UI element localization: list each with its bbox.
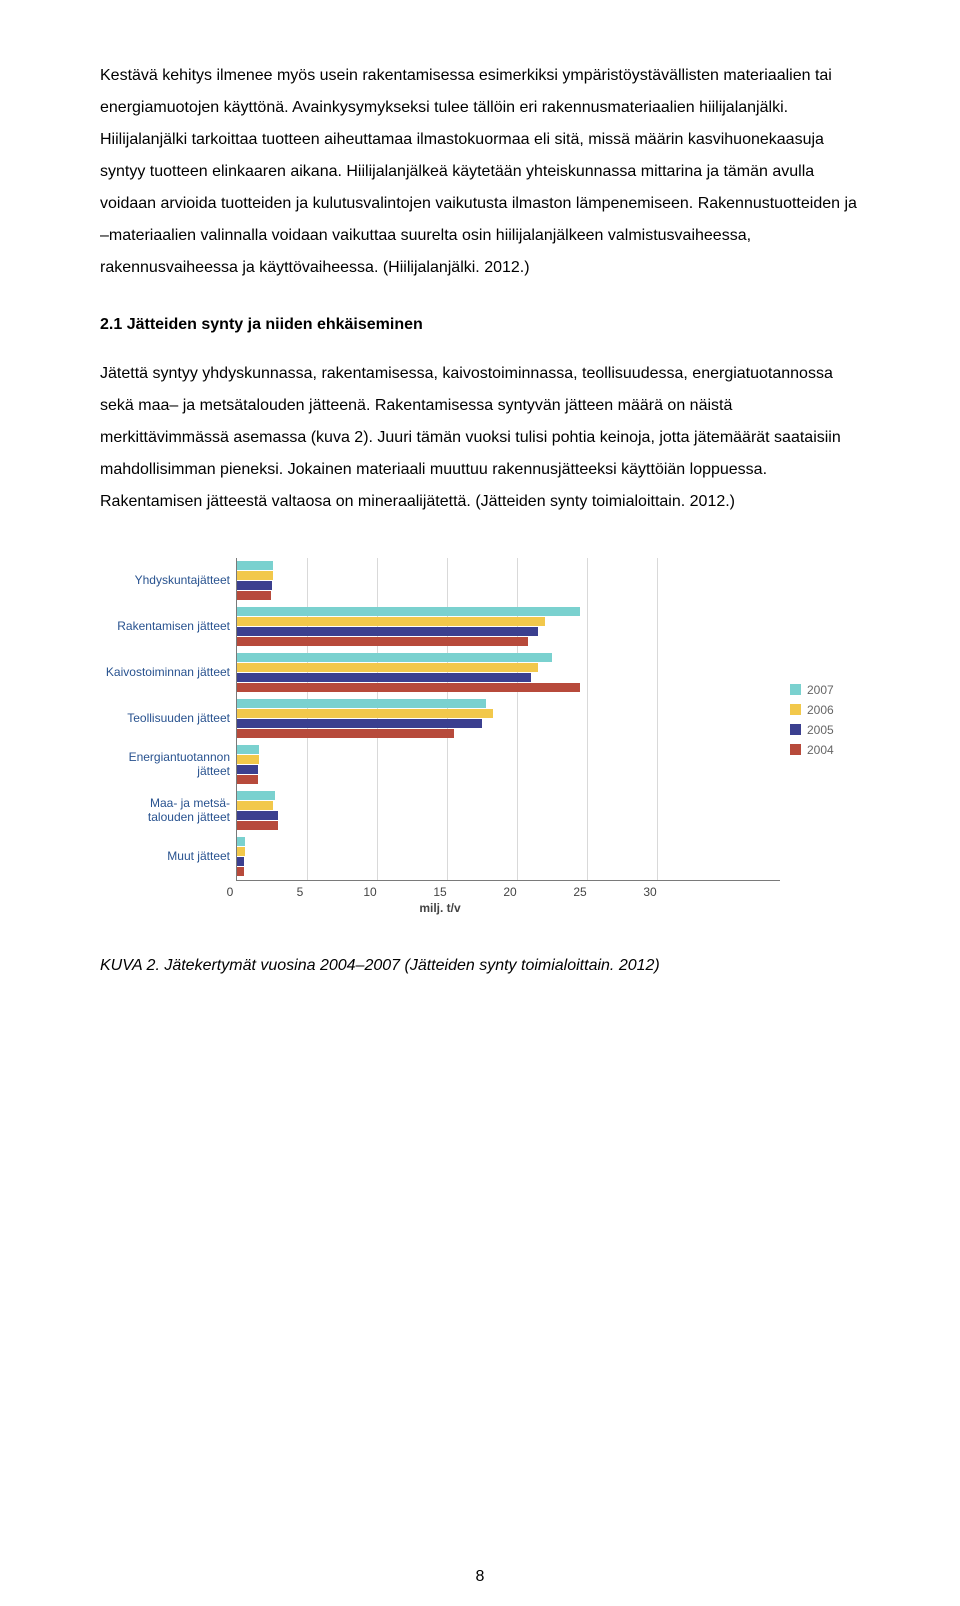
bar — [237, 673, 531, 682]
legend-item: 2006 — [790, 703, 860, 717]
bar-group — [237, 650, 780, 696]
bar — [237, 811, 278, 820]
bar — [237, 627, 538, 636]
bar-group — [237, 742, 780, 788]
legend-item: 2007 — [790, 683, 860, 697]
bar-group — [237, 696, 780, 742]
chart-body: YhdyskuntajätteetRakentamisen jätteetKai… — [100, 558, 860, 881]
caption-prefix: KUVA 2. — [100, 957, 160, 974]
bar — [237, 719, 482, 728]
bar-group — [237, 834, 780, 880]
bar — [237, 561, 273, 570]
y-category-label: Teollisuuden jätteet — [100, 696, 230, 742]
x-tick-label: 0 — [227, 885, 234, 899]
legend-item: 2005 — [790, 723, 860, 737]
bar — [237, 847, 245, 856]
y-category-label: Yhdyskuntajätteet — [100, 558, 230, 604]
legend-item: 2004 — [790, 743, 860, 757]
bar — [237, 617, 545, 626]
legend-label: 2007 — [807, 683, 834, 697]
y-category-label: Kaivostoiminnan jätteet — [100, 650, 230, 696]
caption-text: Jätekertymät vuosina 2004–2007 (Jätteide… — [160, 957, 660, 974]
legend-label: 2005 — [807, 723, 834, 737]
bar — [237, 653, 552, 662]
bar — [237, 745, 259, 754]
y-category-label: Maa- ja metsä-talouden jätteet — [100, 788, 230, 834]
chart-bar-groups — [237, 558, 780, 880]
bar — [237, 607, 580, 616]
x-tick-label: 30 — [643, 885, 656, 899]
bar-group — [237, 604, 780, 650]
bar — [237, 683, 580, 692]
legend-label: 2006 — [807, 703, 834, 717]
bar — [237, 729, 454, 738]
chart-legend: 2007 2006 2005 2004 — [790, 558, 860, 881]
legend-swatch — [790, 704, 801, 715]
bar — [237, 821, 278, 830]
legend-label: 2004 — [807, 743, 834, 757]
bar — [237, 837, 245, 846]
bar-group — [237, 788, 780, 834]
paragraph-1: Kestävä kehitys ilmenee myös usein raken… — [100, 60, 860, 284]
legend-swatch — [790, 724, 801, 735]
chart-x-axis-label: milj. t/v — [419, 901, 460, 915]
section-heading: 2.1 Jätteiden synty ja niiden ehkäisemin… — [100, 316, 860, 334]
chart-plot-area — [236, 558, 780, 881]
x-tick-label: 15 — [433, 885, 446, 899]
legend-swatch — [790, 744, 801, 755]
chart-y-labels: YhdyskuntajätteetRakentamisen jätteetKai… — [100, 558, 236, 880]
bar-group — [237, 558, 780, 604]
legend-swatch — [790, 684, 801, 695]
x-tick-label: 5 — [297, 885, 304, 899]
bar — [237, 867, 244, 876]
bar — [237, 699, 486, 708]
bar — [237, 791, 275, 800]
bar — [237, 801, 273, 810]
waste-chart: YhdyskuntajätteetRakentamisen jätteetKai… — [100, 558, 860, 917]
bar — [237, 663, 538, 672]
bar — [237, 581, 272, 590]
page-number: 8 — [476, 1568, 485, 1586]
y-category-label: Rakentamisen jätteet — [100, 604, 230, 650]
bar — [237, 591, 271, 600]
paragraph-2: Jätettä syntyy yhdyskunnassa, rakentamis… — [100, 358, 860, 518]
y-category-label: Energiantuotannon jätteet — [100, 742, 230, 788]
x-tick-label: 10 — [363, 885, 376, 899]
document-page: Kestävä kehitys ilmenee myös usein raken… — [0, 0, 960, 1606]
y-category-label: Muut jätteet — [100, 834, 230, 880]
bar — [237, 775, 258, 784]
bar — [237, 765, 258, 774]
chart-x-axis: milj. t/v 051015202530 — [230, 881, 650, 917]
bar — [237, 709, 493, 718]
bar — [237, 571, 273, 580]
figure-caption: KUVA 2. Jätekertymät vuosina 2004–2007 (… — [100, 957, 860, 975]
bar — [237, 755, 259, 764]
x-tick-label: 25 — [573, 885, 586, 899]
x-tick-label: 20 — [503, 885, 516, 899]
bar — [237, 857, 244, 866]
bar — [237, 637, 528, 646]
